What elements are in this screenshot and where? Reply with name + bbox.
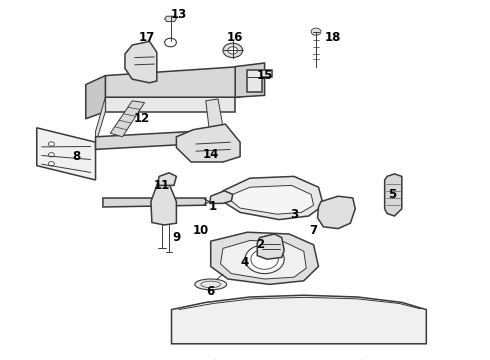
- Text: 3: 3: [290, 208, 298, 221]
- Circle shape: [311, 28, 321, 35]
- Text: 12: 12: [134, 112, 150, 125]
- Polygon shape: [105, 67, 240, 97]
- Text: 9: 9: [172, 231, 180, 244]
- Polygon shape: [223, 176, 323, 220]
- Text: 2: 2: [256, 238, 264, 251]
- Text: 7: 7: [310, 224, 318, 237]
- Polygon shape: [257, 234, 284, 259]
- Polygon shape: [103, 198, 206, 207]
- Polygon shape: [231, 185, 314, 214]
- Text: 5: 5: [388, 188, 396, 201]
- Polygon shape: [110, 101, 145, 137]
- Polygon shape: [176, 124, 240, 162]
- Text: 18: 18: [325, 31, 342, 44]
- Circle shape: [49, 153, 54, 157]
- Ellipse shape: [195, 279, 226, 290]
- Polygon shape: [206, 99, 225, 142]
- Text: 10: 10: [193, 224, 209, 237]
- Polygon shape: [105, 97, 235, 112]
- Text: 4: 4: [241, 256, 249, 269]
- Text: 17: 17: [139, 31, 155, 44]
- Circle shape: [245, 245, 284, 274]
- Polygon shape: [86, 76, 105, 119]
- Circle shape: [251, 249, 278, 269]
- Polygon shape: [157, 173, 176, 185]
- Polygon shape: [220, 240, 306, 279]
- Circle shape: [49, 142, 54, 146]
- Polygon shape: [235, 63, 265, 97]
- Polygon shape: [151, 184, 176, 225]
- Text: 1: 1: [209, 201, 217, 213]
- Circle shape: [228, 47, 238, 54]
- Polygon shape: [125, 41, 157, 83]
- Text: 16: 16: [227, 31, 244, 44]
- Polygon shape: [165, 16, 176, 22]
- Polygon shape: [318, 196, 355, 229]
- Polygon shape: [172, 295, 426, 344]
- Polygon shape: [96, 130, 225, 149]
- Polygon shape: [210, 191, 233, 203]
- Circle shape: [165, 38, 176, 47]
- Polygon shape: [37, 128, 96, 180]
- Text: 8: 8: [72, 150, 80, 163]
- Text: 15: 15: [256, 69, 273, 82]
- Text: 11: 11: [153, 179, 170, 192]
- Polygon shape: [247, 70, 272, 92]
- Circle shape: [223, 43, 243, 58]
- Polygon shape: [385, 174, 402, 216]
- Text: 14: 14: [202, 148, 219, 161]
- Polygon shape: [211, 232, 318, 284]
- Polygon shape: [96, 97, 105, 144]
- Text: 13: 13: [171, 8, 187, 21]
- Circle shape: [49, 162, 54, 166]
- Text: 6: 6: [207, 285, 215, 298]
